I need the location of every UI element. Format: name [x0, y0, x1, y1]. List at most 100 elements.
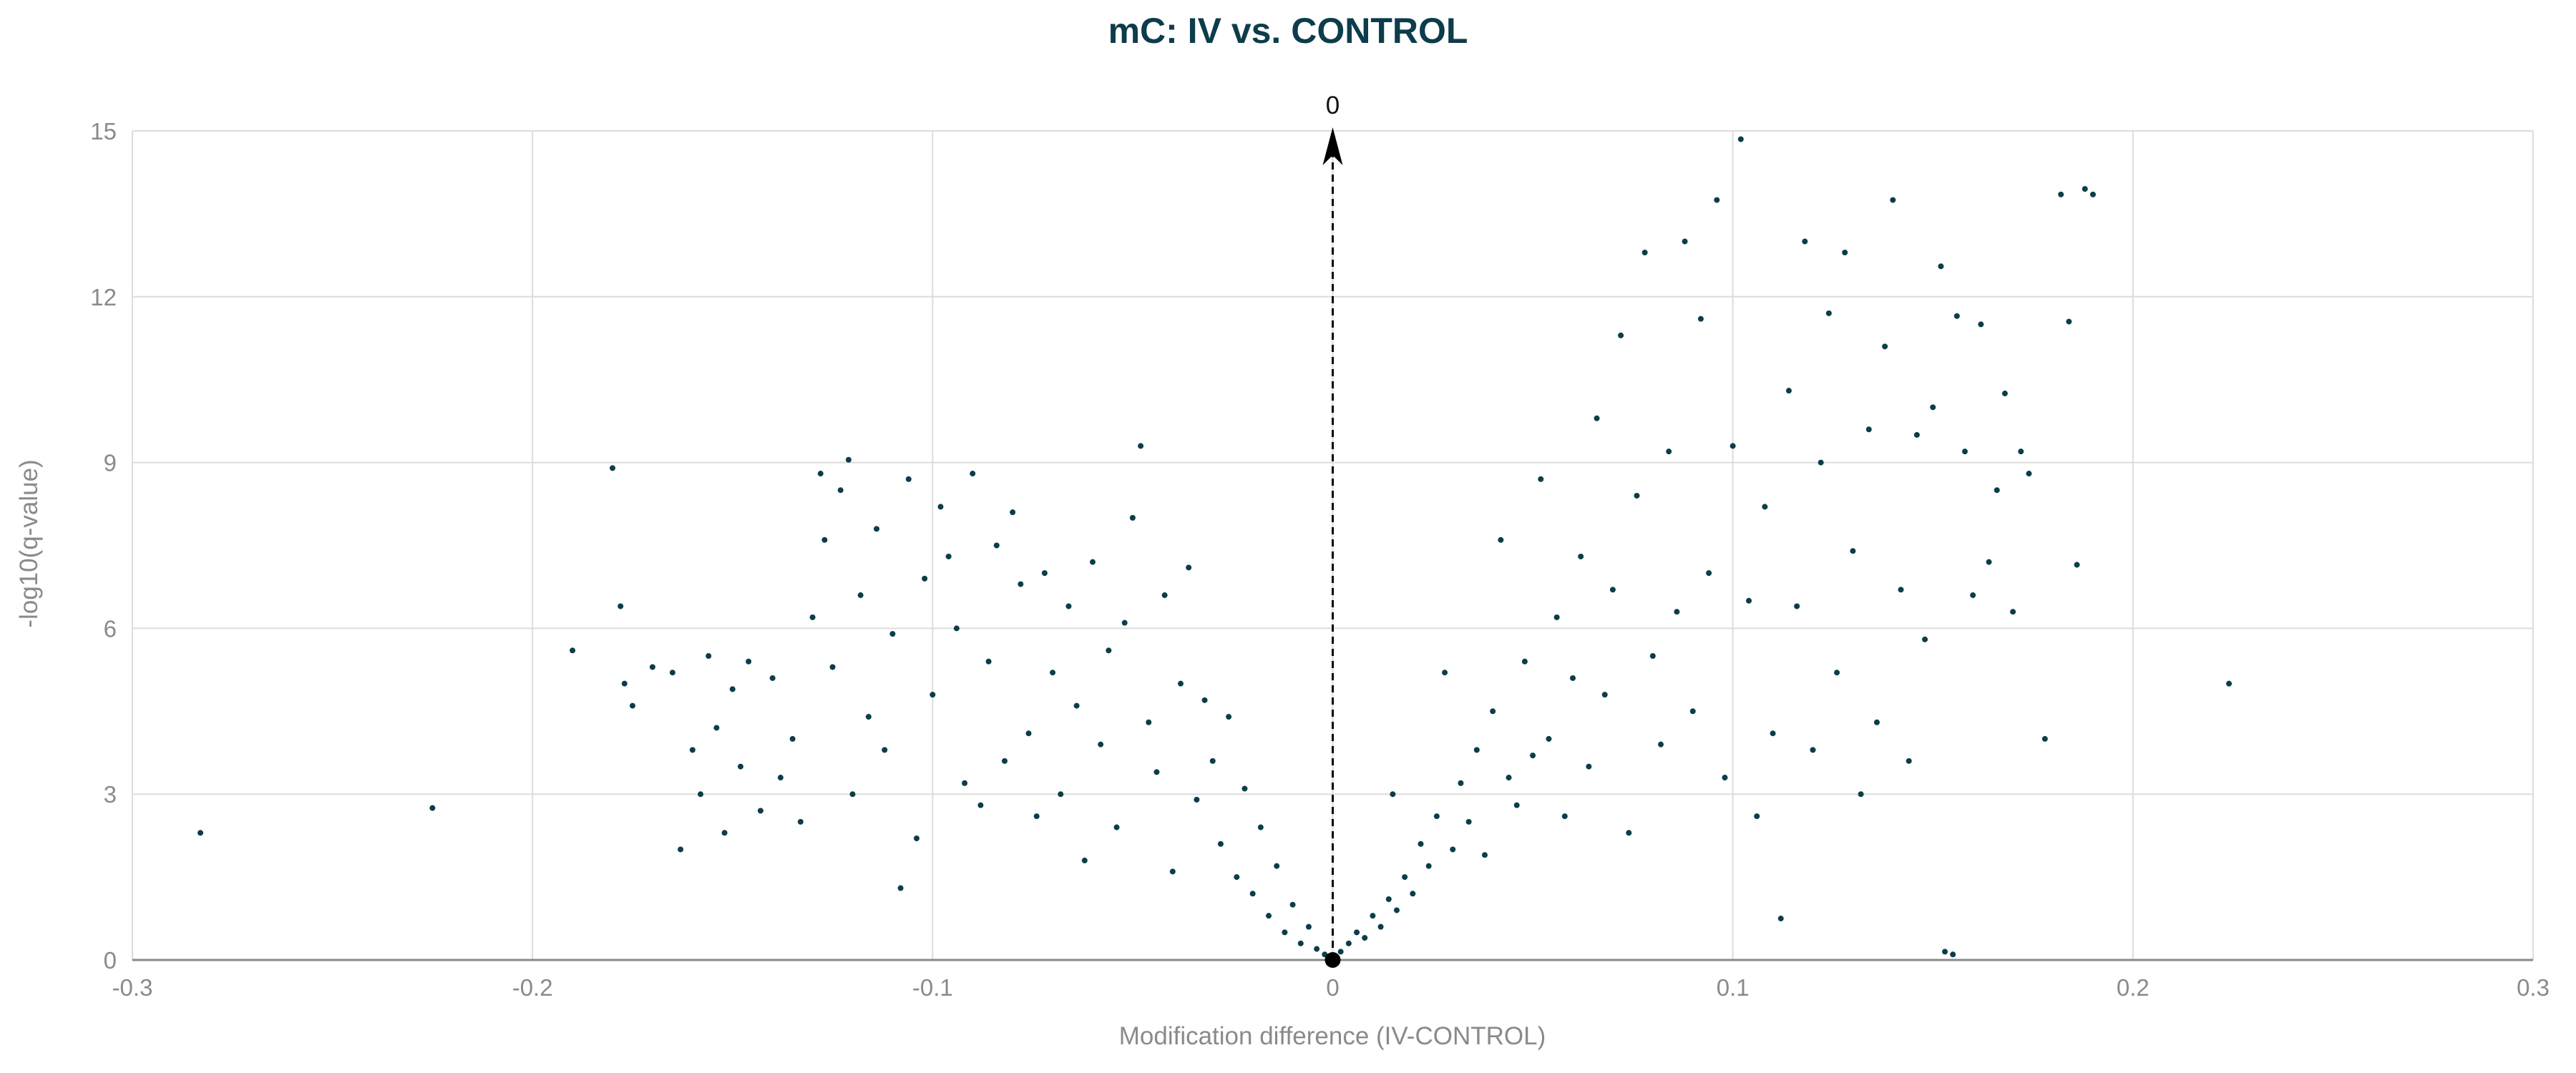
y-tick-label: 9 [104, 450, 117, 476]
data-point [1001, 758, 1008, 764]
data-point [1626, 830, 1632, 836]
data-point [1729, 443, 1736, 449]
data-point [1249, 891, 1256, 897]
data-point [1121, 619, 1128, 626]
data-point [1393, 907, 1400, 913]
data-point [1666, 449, 1672, 455]
data-point [1337, 949, 1344, 955]
data-point [649, 664, 655, 670]
data-point [570, 647, 576, 654]
data-point [1722, 775, 1728, 781]
data-point [1266, 913, 1272, 919]
data-point [937, 504, 944, 510]
data-point [1010, 509, 1016, 516]
data-point [1186, 564, 1192, 571]
data-point [1153, 769, 1160, 775]
data-point [678, 846, 684, 853]
data-point [1530, 753, 1536, 759]
data-point [737, 763, 743, 770]
data-point [1634, 492, 1640, 499]
data-point [837, 487, 844, 494]
reference-origin-dot [1324, 952, 1341, 968]
zero-reference-line: 0 [1322, 92, 1343, 968]
data-point [1354, 929, 1360, 936]
data-point [1450, 846, 1456, 853]
y-axis-label: -log10(q-value) [15, 459, 43, 627]
data-point [1305, 923, 1312, 930]
data-point [1578, 553, 1584, 559]
data-point [1553, 614, 1560, 620]
data-point [429, 805, 436, 811]
data-point [945, 553, 952, 559]
data-point [889, 631, 896, 637]
data-point [1818, 459, 1824, 466]
data-point [1586, 763, 1592, 770]
data-point [2026, 471, 2032, 477]
data-point [1794, 603, 1800, 609]
data-point [1090, 559, 1096, 565]
y-tick-label: 6 [104, 615, 117, 642]
data-point [953, 625, 960, 632]
x-tick-label: 0.1 [1717, 974, 1750, 1001]
y-tick-label: 0 [104, 947, 117, 974]
data-point [1025, 730, 1032, 737]
data-point [1129, 514, 1136, 521]
data-point [1498, 536, 1504, 543]
data-point [1506, 775, 1512, 781]
data-point [1513, 802, 1520, 808]
data-point [857, 592, 864, 599]
data-point [1538, 476, 1544, 482]
data-point [1950, 951, 1956, 958]
data-point [610, 465, 615, 471]
data-point [757, 808, 763, 814]
data-point [1658, 741, 1664, 748]
data-point [1609, 587, 1616, 593]
data-point [1953, 313, 1960, 319]
data-point [845, 456, 852, 463]
data-point [1882, 343, 1888, 350]
data-point [1594, 415, 1600, 421]
data-point [1906, 758, 1912, 764]
data-point [1081, 857, 1088, 863]
data-point [905, 476, 912, 482]
reference-arrowhead [1322, 127, 1343, 165]
data-point [1938, 263, 1944, 270]
data-point [930, 692, 936, 698]
data-points [197, 136, 2233, 963]
data-point [2001, 391, 2008, 397]
data-point [197, 830, 204, 836]
data-point [2010, 609, 2016, 615]
y-tick-label: 15 [90, 118, 117, 144]
data-point [1201, 697, 1208, 703]
data-point [1073, 702, 1080, 709]
data-point [1289, 901, 1296, 908]
data-point [777, 775, 784, 781]
data-point [1865, 426, 1872, 433]
data-point [1825, 310, 1832, 316]
data-point [1834, 670, 1840, 676]
data-point [1169, 868, 1176, 875]
data-point [713, 725, 720, 731]
data-point [1858, 791, 1864, 798]
data-point [1257, 824, 1264, 831]
data-point [1178, 680, 1184, 687]
data-point [746, 658, 752, 665]
data-point [2226, 680, 2233, 687]
data-point [849, 791, 856, 798]
data-point [1649, 653, 1656, 660]
data-point [985, 658, 992, 665]
data-point [993, 542, 1000, 549]
data-point [2089, 191, 2096, 197]
data-point [1161, 592, 1168, 599]
data-point [1777, 916, 1784, 922]
data-point [1390, 791, 1396, 798]
data-point [1754, 813, 1760, 820]
data-point [1033, 813, 1040, 820]
data-point [2066, 318, 2072, 325]
data-point [882, 747, 888, 753]
data-point [2018, 449, 2024, 455]
data-point [1138, 443, 1144, 449]
data-point [2041, 735, 2048, 742]
data-point [1433, 813, 1440, 820]
